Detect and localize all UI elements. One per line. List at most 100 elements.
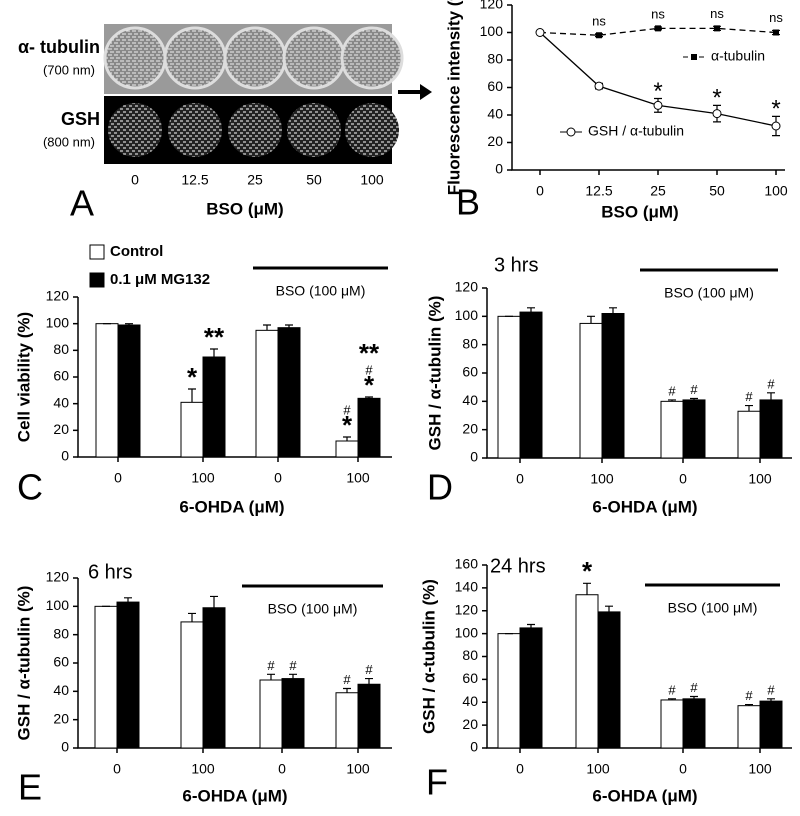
y-tick-label: 80: [487, 51, 503, 67]
error-bar: [609, 307, 617, 314]
point: [771, 121, 781, 131]
point: [712, 109, 722, 119]
y-tick-label: 120: [46, 569, 70, 585]
x-tick-label: 0: [131, 172, 139, 188]
y-tick-label: 100: [46, 597, 70, 613]
well: [103, 26, 167, 90]
error-bar: [583, 582, 591, 595]
panel-title: 6 hrs: [88, 561, 132, 583]
annotation: *: [187, 362, 198, 392]
bar: [357, 683, 381, 749]
x-tick-label: 100: [191, 470, 215, 486]
x-tick-label: 100: [590, 471, 614, 487]
x-tick-label: 12.5: [181, 172, 208, 188]
x-tick-label: 0: [536, 183, 544, 199]
bar: [281, 678, 305, 749]
annotation: **: [204, 322, 225, 352]
x-tick-label: 12.5: [585, 183, 612, 199]
well: [223, 26, 287, 90]
legend-label: α-tubulin: [711, 48, 765, 64]
error-bar: [690, 397, 698, 400]
x-tick-label: 0: [274, 470, 282, 486]
panel-label: B: [456, 182, 480, 223]
bar: [94, 605, 118, 749]
error-bar: [289, 673, 297, 679]
y-tick-label: 40: [53, 682, 69, 698]
annotation: ns: [769, 10, 783, 25]
well: [228, 103, 282, 157]
bar: [277, 327, 301, 458]
x-tick-label: 25: [650, 183, 666, 199]
well: [345, 103, 399, 157]
annotation: *: [771, 96, 780, 123]
x-tick-label: 100: [191, 761, 215, 777]
row-sublabel: (800 nm): [43, 134, 95, 149]
bar: [116, 601, 140, 749]
bar: [660, 400, 684, 459]
bar: [255, 329, 279, 458]
x-tick-label: 0: [114, 470, 122, 486]
y-tick-label: 0: [470, 449, 478, 465]
annotation: *: [364, 370, 375, 400]
annotation: #: [365, 362, 373, 377]
error-bar: [745, 703, 753, 706]
y-tick-label: 20: [53, 421, 69, 437]
y-tick-label: 100: [46, 314, 70, 330]
bar: [601, 313, 625, 459]
point: [535, 28, 545, 37]
bar: [180, 621, 204, 749]
row-label: GSH: [61, 109, 100, 129]
x-axis-label: 6-OHDA (μM): [592, 786, 697, 805]
panel-label: D: [427, 467, 453, 508]
bar: [660, 699, 684, 749]
error-bar: [527, 623, 535, 628]
error-bar: [285, 324, 293, 328]
well: [340, 26, 404, 90]
legend-marker: [691, 54, 697, 60]
bar: [575, 594, 599, 749]
x-tick-label: 0: [113, 761, 121, 777]
x-tick-label: 50: [306, 172, 322, 188]
y-axis-label: GSH / α-tubulin (%): [14, 586, 33, 741]
y-tick-label: 60: [462, 364, 478, 380]
y-tick-label: 120: [46, 288, 70, 304]
error-bar: [745, 404, 753, 412]
x-tick-label: 100: [748, 471, 772, 487]
bar: [117, 324, 141, 458]
annotation: *: [653, 78, 662, 105]
x-tick-label: 100: [346, 761, 370, 777]
x-tick-label: 100: [586, 761, 610, 777]
point: [594, 81, 604, 91]
bar: [497, 633, 521, 749]
y-tick-label: 60: [53, 368, 69, 384]
y-tick-label: 40: [487, 106, 503, 122]
y-tick-label: 20: [487, 133, 503, 149]
y-tick-label: 160: [455, 556, 479, 572]
y-tick-label: 80: [53, 625, 69, 641]
legend-marker: [566, 127, 576, 137]
y-tick-label: 0: [61, 739, 69, 755]
y-tick-label: 60: [462, 670, 478, 686]
panel-label: F: [426, 762, 448, 803]
y-tick-label: 40: [462, 392, 478, 408]
annotation: #: [767, 376, 775, 391]
bracket-label: BSO (100 μM): [276, 283, 366, 299]
well: [163, 26, 227, 90]
error-bar: [527, 307, 535, 313]
well: [282, 26, 346, 90]
y-tick-label: 80: [462, 647, 478, 663]
point: [653, 100, 663, 110]
legend-swatch: [89, 244, 105, 260]
error-bar: [124, 597, 132, 603]
x-axis-label: 6-OHDA (μM): [179, 497, 284, 516]
panel-label: E: [18, 767, 42, 808]
bracket-label: BSO (100 μM): [664, 285, 754, 301]
well: [168, 103, 222, 157]
x-tick-label: 0: [516, 471, 524, 487]
y-tick-label: 20: [462, 716, 478, 732]
annotation: ns: [592, 13, 606, 28]
bar: [497, 315, 521, 459]
annotation: #: [745, 688, 753, 703]
bar: [259, 679, 283, 749]
